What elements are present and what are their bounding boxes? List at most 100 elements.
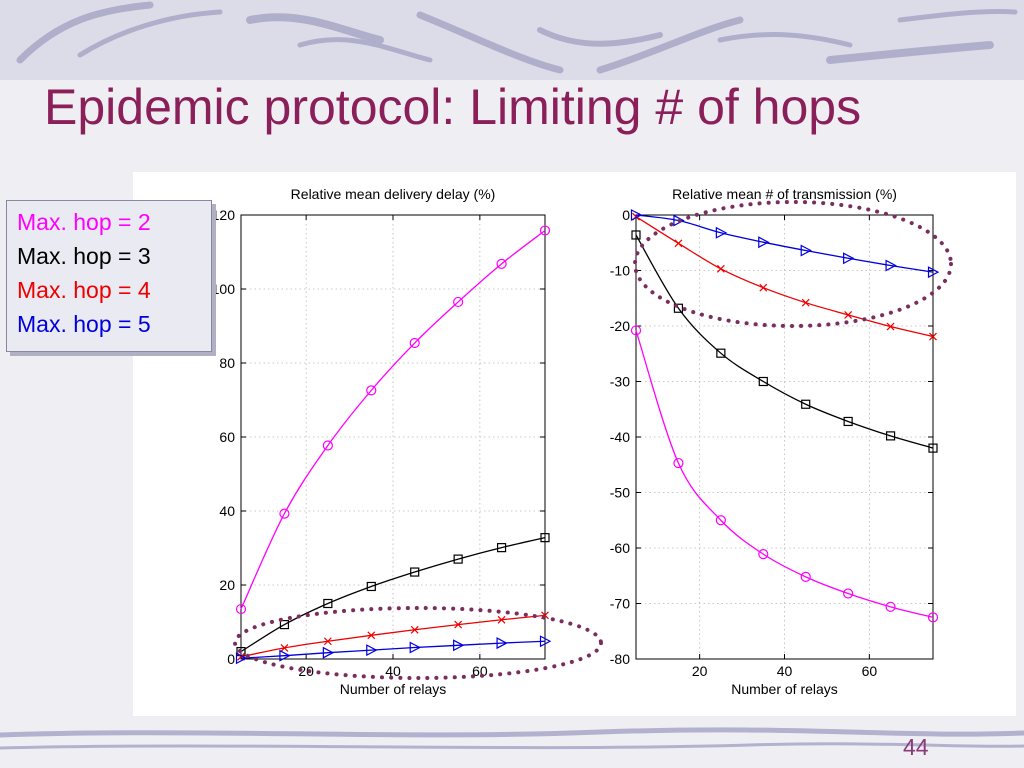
data-point-square xyxy=(928,443,938,453)
legend-item-hop-5: Max. hop = 5 xyxy=(17,311,151,337)
series-line xyxy=(635,234,934,449)
data-point-triangle xyxy=(409,641,422,654)
charts-svg: 0 20 40 60 80 100 120 20 40 60 Relative mean deliv… xyxy=(212,186,953,697)
series-hop-4 xyxy=(237,611,549,661)
y-tick-label: 0 xyxy=(622,207,630,223)
data-point-x xyxy=(367,631,376,640)
series-line xyxy=(635,216,934,338)
highlight-ellipse xyxy=(233,606,603,680)
y-tick-label: -80 xyxy=(610,651,630,667)
data-point-triangle xyxy=(322,646,335,659)
x-tick-label: 60 xyxy=(862,663,878,679)
legend-item-hop-4: Max. hop = 4 xyxy=(17,277,151,303)
chart-panel: 0 20 40 60 80 100 120 20 40 60 Relative mean deliv… xyxy=(133,172,1016,716)
slide-title: Epidemic protocol: Limiting # of hops xyxy=(44,79,862,135)
data-point-circle xyxy=(496,258,507,269)
data-point-x xyxy=(929,332,937,341)
y-tick-label: -30 xyxy=(610,374,630,390)
data-point-triangle xyxy=(539,635,552,648)
chart-title: Relative mean delivery delay (%) xyxy=(291,186,496,202)
x-tick-label: 20 xyxy=(692,663,708,679)
series-line xyxy=(635,214,934,273)
chart-2: 0 -10 -20 -30 -40 -50 -60 -70 -80 20 40 60 Relative … xyxy=(610,186,953,697)
y-tick-label: -20 xyxy=(610,318,630,334)
x-axis-label: Number of relays xyxy=(340,681,447,697)
y-tick-label: 40 xyxy=(219,503,235,519)
series-hop-5 xyxy=(630,209,940,279)
data-point-x xyxy=(323,637,332,646)
data-point-square xyxy=(323,598,333,609)
series-hop-2 xyxy=(235,225,551,615)
data-point-circle xyxy=(279,508,290,519)
data-point-triangle xyxy=(885,259,897,272)
data-point-circle xyxy=(843,588,854,599)
data-point-x xyxy=(801,298,810,307)
y-tick-label: -50 xyxy=(610,485,630,501)
data-point-square xyxy=(410,567,420,577)
data-point-x xyxy=(454,620,463,629)
data-point-triangle xyxy=(800,244,813,257)
data-point-triangle xyxy=(235,652,248,665)
y-tick-label: 100 xyxy=(212,281,236,297)
data-point-square xyxy=(540,533,550,543)
data-point-x xyxy=(410,625,419,634)
series-hop-3 xyxy=(236,533,550,657)
series-line xyxy=(240,614,546,658)
data-point-circle xyxy=(673,457,684,469)
x-axis-label: Number of relays xyxy=(731,681,838,697)
x-tick-label: 40 xyxy=(385,663,401,679)
data-point-circle xyxy=(539,225,551,236)
data-point-circle xyxy=(800,571,811,582)
data-point-square xyxy=(366,581,376,592)
data-point-circle xyxy=(630,325,642,336)
data-point-x xyxy=(759,283,768,292)
data-point-circle xyxy=(235,603,247,615)
data-point-x xyxy=(716,264,725,273)
data-point-circle xyxy=(322,440,333,451)
data-point-square xyxy=(716,348,726,358)
data-point-triangle xyxy=(279,649,291,662)
highlight-ellipse xyxy=(633,200,953,328)
series-hop-2 xyxy=(630,325,939,623)
y-tick-label: 120 xyxy=(212,207,236,223)
data-point-circle xyxy=(758,549,769,560)
data-point-triangle xyxy=(673,214,685,227)
data-point-triangle xyxy=(366,644,378,657)
x-tick-label: 40 xyxy=(777,663,793,679)
data-point-triangle xyxy=(496,637,508,650)
data-point-triangle xyxy=(715,226,728,239)
data-point-square xyxy=(496,543,507,553)
series-hop-5 xyxy=(235,635,552,665)
legend-item-hop-2: Max. hop = 2 xyxy=(17,209,151,235)
data-point-square xyxy=(801,399,811,409)
y-tick-label: 0 xyxy=(227,651,235,667)
legend-box: Max. hop = 2 Max. hop = 3 Max. hop = 4 M… xyxy=(6,200,212,352)
data-point-triangle xyxy=(758,236,770,249)
data-point-x xyxy=(674,239,683,248)
data-point-triangle xyxy=(453,639,465,652)
data-point-x xyxy=(886,322,895,331)
data-point-circle xyxy=(366,385,377,396)
data-point-circle xyxy=(409,337,420,349)
legend-item-hop-3: Max. hop = 3 xyxy=(17,243,151,269)
series-hop-4 xyxy=(632,212,937,341)
data-point-square xyxy=(758,376,768,387)
y-tick-label: 80 xyxy=(219,355,235,371)
data-point-square xyxy=(843,416,853,427)
y-tick-label: 60 xyxy=(219,429,235,445)
data-point-circle xyxy=(715,515,726,526)
data-point-triangle xyxy=(843,252,855,265)
series-line xyxy=(240,230,546,610)
data-point-square xyxy=(673,303,684,313)
data-point-square xyxy=(453,554,463,564)
data-point-circle xyxy=(453,296,464,308)
data-point-square xyxy=(279,619,290,630)
series-hop-3 xyxy=(631,230,938,453)
data-point-triangle xyxy=(927,266,940,279)
data-point-circle xyxy=(885,601,896,612)
page-number: 44 xyxy=(903,734,929,760)
y-tick-label: -40 xyxy=(610,429,630,445)
x-tick-label: 20 xyxy=(298,663,314,679)
